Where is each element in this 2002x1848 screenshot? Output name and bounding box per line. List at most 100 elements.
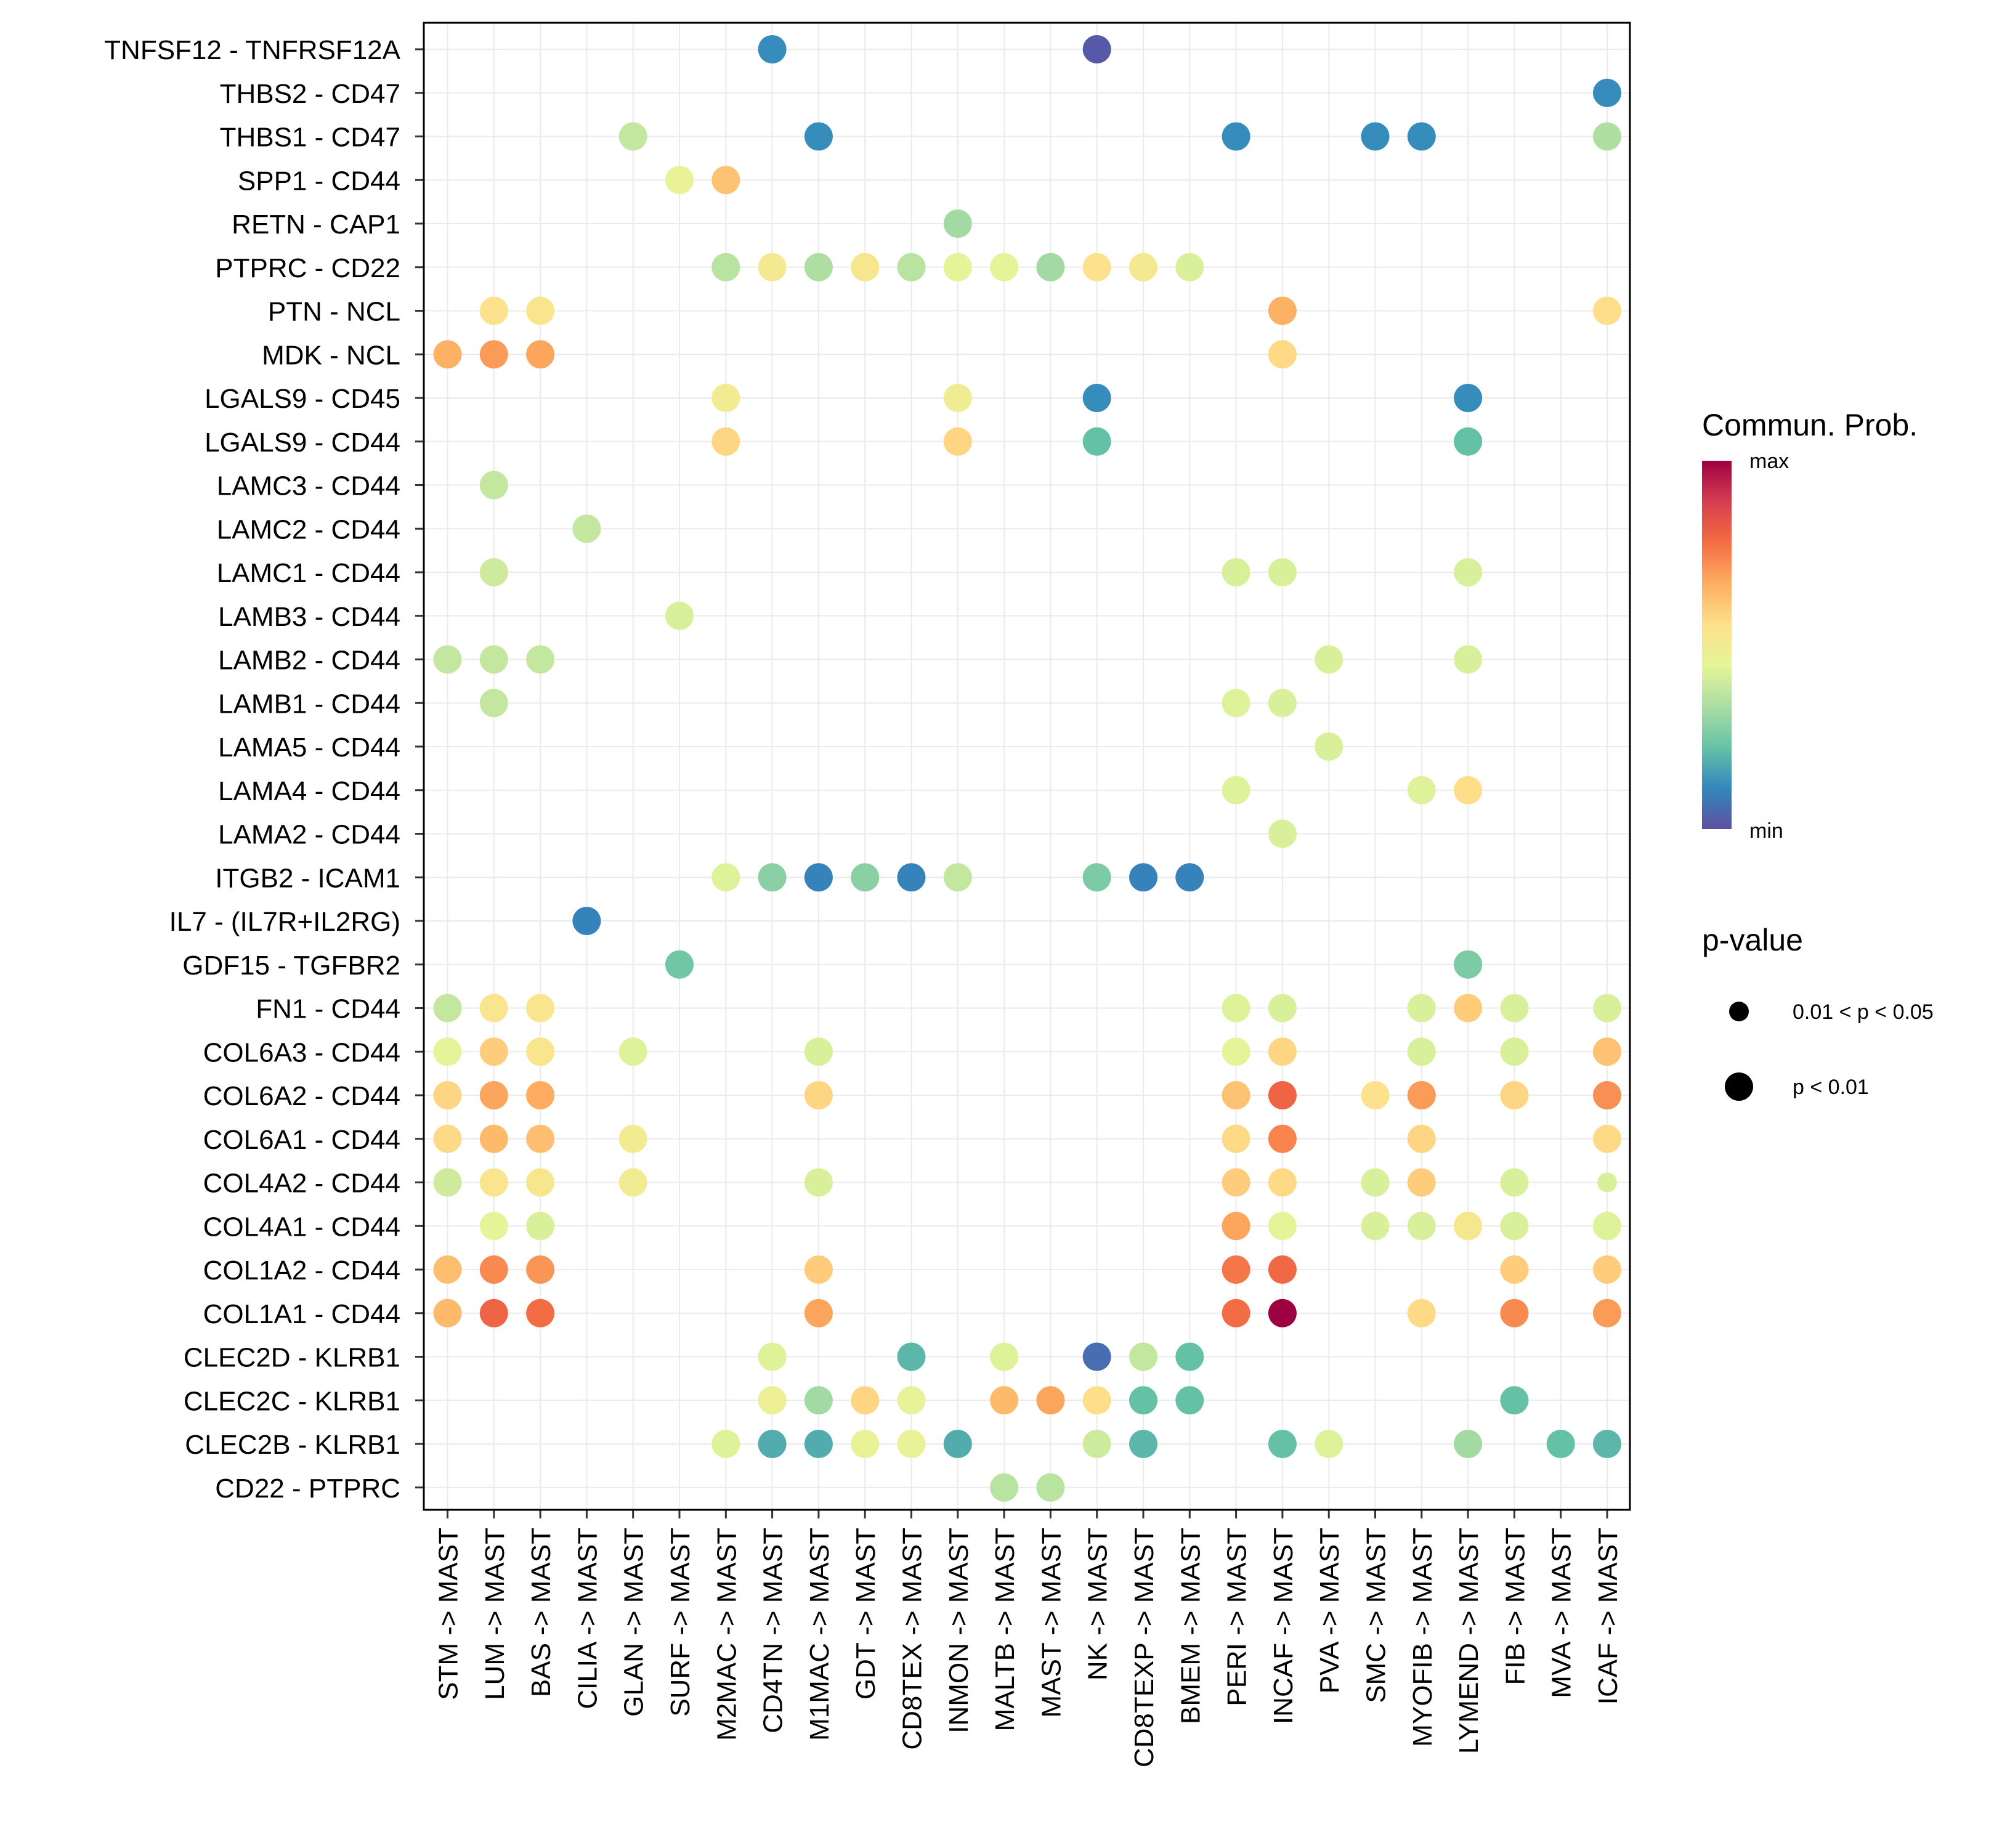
dot-thbs2-cd47--icaf-mast bbox=[1593, 78, 1621, 107]
dot-col4a1-cd44--lum-mast bbox=[479, 1212, 508, 1241]
x-label-bmem-mast: BMEM -> MAST bbox=[1175, 1528, 1206, 1724]
dot-thbs1-cd47--m1mac-mast bbox=[804, 122, 833, 151]
y-label-ptn-ncl: PTN - NCL bbox=[268, 297, 400, 327]
dot-col6a3-cd44--icaf-mast bbox=[1593, 1037, 1621, 1066]
dot-clec2c-klrb1--gdt-mast bbox=[851, 1386, 880, 1415]
dot-col6a3-cd44--bas-mast bbox=[526, 1037, 555, 1066]
dot-col6a1-cd44--icaf-mast bbox=[1593, 1124, 1621, 1153]
dot-itgb2-icam1--cd8tex-mast bbox=[897, 863, 926, 892]
dot-col6a1-cd44--lum-mast bbox=[479, 1124, 508, 1153]
dot-lama5-cd44--pva-mast bbox=[1315, 732, 1343, 761]
dot-lama4-cd44--lymend-mast bbox=[1454, 776, 1483, 804]
y-label-spp1-cd44: SPP1 - CD44 bbox=[238, 166, 400, 196]
dot-col1a2-cd44--stm-mast bbox=[433, 1255, 462, 1284]
x-label-myofib-mast: MYOFIB -> MAST bbox=[1408, 1528, 1438, 1747]
y-label-lamc1-cd44: LAMC1 - CD44 bbox=[217, 558, 400, 588]
size-legend-title: p-value bbox=[1702, 923, 1803, 957]
dot-gdf15-tgfbr2--lymend-mast bbox=[1454, 950, 1483, 979]
dot-fn1-cd44--incaf-mast bbox=[1268, 994, 1297, 1023]
dot-cd22-ptprc--mast-mast bbox=[1036, 1473, 1065, 1502]
y-label-fn1-cd44: FN1 - CD44 bbox=[256, 994, 400, 1024]
dot-lama4-cd44--myofib-mast bbox=[1407, 776, 1436, 804]
dot-lamb1-cd44--lum-mast bbox=[479, 689, 508, 718]
y-label-col6a2-cd44: COL6A2 - CD44 bbox=[203, 1081, 400, 1111]
dot-col4a2-cd44--fib-mast bbox=[1500, 1168, 1529, 1197]
dot-col1a2-cd44--fib-mast bbox=[1500, 1255, 1529, 1284]
dot-clec2c-klrb1--mast-mast bbox=[1036, 1386, 1065, 1415]
dot-col4a2-cd44--myofib-mast bbox=[1407, 1168, 1436, 1197]
dot-col4a2-cd44--lum-mast bbox=[479, 1168, 508, 1197]
y-label-gdf15-tgfbr2: GDF15 - TGFBR2 bbox=[182, 950, 400, 981]
dot-col6a2-cd44--stm-mast bbox=[433, 1081, 462, 1109]
dot-col6a3-cd44--fib-mast bbox=[1500, 1037, 1529, 1066]
dot-lamb2-cd44--pva-mast bbox=[1315, 645, 1343, 674]
dot-col6a2-cd44--myofib-mast bbox=[1407, 1081, 1436, 1109]
data-points bbox=[433, 35, 1621, 1502]
y-label-col1a2-cd44: COL1A2 - CD44 bbox=[203, 1255, 400, 1286]
y-axis-labels: TNFSF12 - TNFRSF12A THBS2 - CD47 THBS1 - C… bbox=[104, 35, 400, 1504]
dot-lgals9-cd44--lymend-mast bbox=[1454, 427, 1483, 456]
dot-col6a1-cd44--peri-mast bbox=[1222, 1124, 1250, 1153]
dot-lgals9-cd45--inmon-mast bbox=[943, 384, 972, 412]
x-label-icaf-mast: ICAF -> MAST bbox=[1593, 1528, 1623, 1704]
dot-clec2b-klrb1--pva-mast bbox=[1315, 1430, 1343, 1458]
dot-lgals9-cd44--m2mac-mast bbox=[711, 427, 740, 456]
dot-clec2c-klrb1--cd8texp-mast bbox=[1129, 1386, 1157, 1415]
axis-ticks bbox=[415, 48, 1608, 1518]
y-label-retn-cap1: RETN - CAP1 bbox=[232, 209, 400, 240]
dot-clec2b-klrb1--inmon-mast bbox=[943, 1430, 972, 1458]
dot-col6a2-cd44--icaf-mast bbox=[1593, 1081, 1621, 1109]
dot-clec2b-klrb1--cd4tn-mast bbox=[758, 1430, 787, 1458]
dot-itgb2-icam1--bmem-mast bbox=[1175, 863, 1204, 892]
dot-ptprc-cd22--m1mac-mast bbox=[804, 253, 833, 282]
y-label-clec2b-klrb1: CLEC2B - KLRB1 bbox=[185, 1430, 400, 1460]
dot-ptprc-cd22--bmem-mast bbox=[1175, 253, 1204, 282]
x-label-mva-mast: MVA -> MAST bbox=[1547, 1528, 1577, 1698]
dot-col1a1-cd44--m1mac-mast bbox=[804, 1299, 833, 1327]
dot-col1a2-cd44--bas-mast bbox=[526, 1255, 555, 1284]
dot-gdf15-tgfbr2--surf-mast bbox=[665, 950, 694, 979]
x-label-maltb-mast: MALTB -> MAST bbox=[990, 1528, 1020, 1731]
dot-itgb2-icam1--m1mac-mast bbox=[804, 863, 833, 892]
y-label-col4a1-cd44: COL4A1 - CD44 bbox=[203, 1212, 400, 1242]
dot-mdk-ncl--bas-mast bbox=[526, 340, 555, 369]
dot-fn1-cd44--fib-mast bbox=[1500, 994, 1529, 1023]
dot-col4a2-cd44--smc-mast bbox=[1361, 1168, 1390, 1197]
dot-fn1-cd44--myofib-mast bbox=[1407, 994, 1436, 1023]
dot-col6a1-cd44--incaf-mast bbox=[1268, 1124, 1297, 1153]
dot-spp1-cd44--m2mac-mast bbox=[711, 166, 740, 195]
x-label-cd4tn-mast: CD4TN -> MAST bbox=[758, 1528, 788, 1733]
x-label-gdt-mast: GDT -> MAST bbox=[851, 1528, 881, 1700]
dot-col6a1-cd44--bas-mast bbox=[526, 1124, 555, 1153]
dot-clec2b-klrb1--cd8tex-mast bbox=[897, 1430, 926, 1458]
dot-clec2c-klrb1--bmem-mast bbox=[1175, 1386, 1204, 1415]
x-label-stm-mast: STM -> MAST bbox=[434, 1528, 464, 1700]
dot-fn1-cd44--stm-mast bbox=[433, 994, 462, 1023]
dot-fn1-cd44--icaf-mast bbox=[1593, 994, 1621, 1023]
dot-col6a1-cd44--stm-mast bbox=[433, 1124, 462, 1153]
dot-col1a2-cd44--incaf-mast bbox=[1268, 1255, 1297, 1284]
dot-spp1-cd44--surf-mast bbox=[665, 166, 694, 195]
x-label-cd8tex-mast: CD8TEX -> MAST bbox=[898, 1528, 928, 1750]
dot-lgals9-cd44--nk-mast bbox=[1082, 427, 1111, 456]
x-label-surf-mast: SURF -> MAST bbox=[665, 1528, 695, 1717]
dot-col6a3-cd44--stm-mast bbox=[433, 1037, 462, 1066]
dot-lama4-cd44--peri-mast bbox=[1222, 776, 1250, 804]
dot-lamc3-cd44--lum-mast bbox=[479, 471, 508, 500]
y-label-ptprc-cd22: PTPRC - CD22 bbox=[215, 253, 400, 283]
dot-col1a1-cd44--bas-mast bbox=[526, 1299, 555, 1327]
y-label-itgb2-icam1: ITGB2 - ICAM1 bbox=[215, 863, 400, 893]
dot-col4a2-cd44--glan-mast bbox=[618, 1168, 647, 1197]
y-label-lgals9-cd45: LGALS9 - CD45 bbox=[205, 384, 400, 414]
color-legend: Commun. Prob. max min bbox=[1702, 408, 1918, 843]
dot-itgb2-icam1--cd4tn-mast bbox=[758, 863, 787, 892]
dot-col1a1-cd44--myofib-mast bbox=[1407, 1299, 1436, 1327]
x-label-pva-mast: PVA -> MAST bbox=[1315, 1528, 1345, 1693]
dot-col6a3-cd44--glan-mast bbox=[618, 1037, 647, 1066]
dot-lama2-cd44--incaf-mast bbox=[1268, 819, 1297, 848]
dot-lamc1-cd44--lum-mast bbox=[479, 558, 508, 586]
dot-col4a1-cd44--incaf-mast bbox=[1268, 1212, 1297, 1241]
x-label-glan-mast: GLAN -> MAST bbox=[619, 1528, 649, 1717]
dot-col6a2-cd44--lum-mast bbox=[479, 1081, 508, 1109]
